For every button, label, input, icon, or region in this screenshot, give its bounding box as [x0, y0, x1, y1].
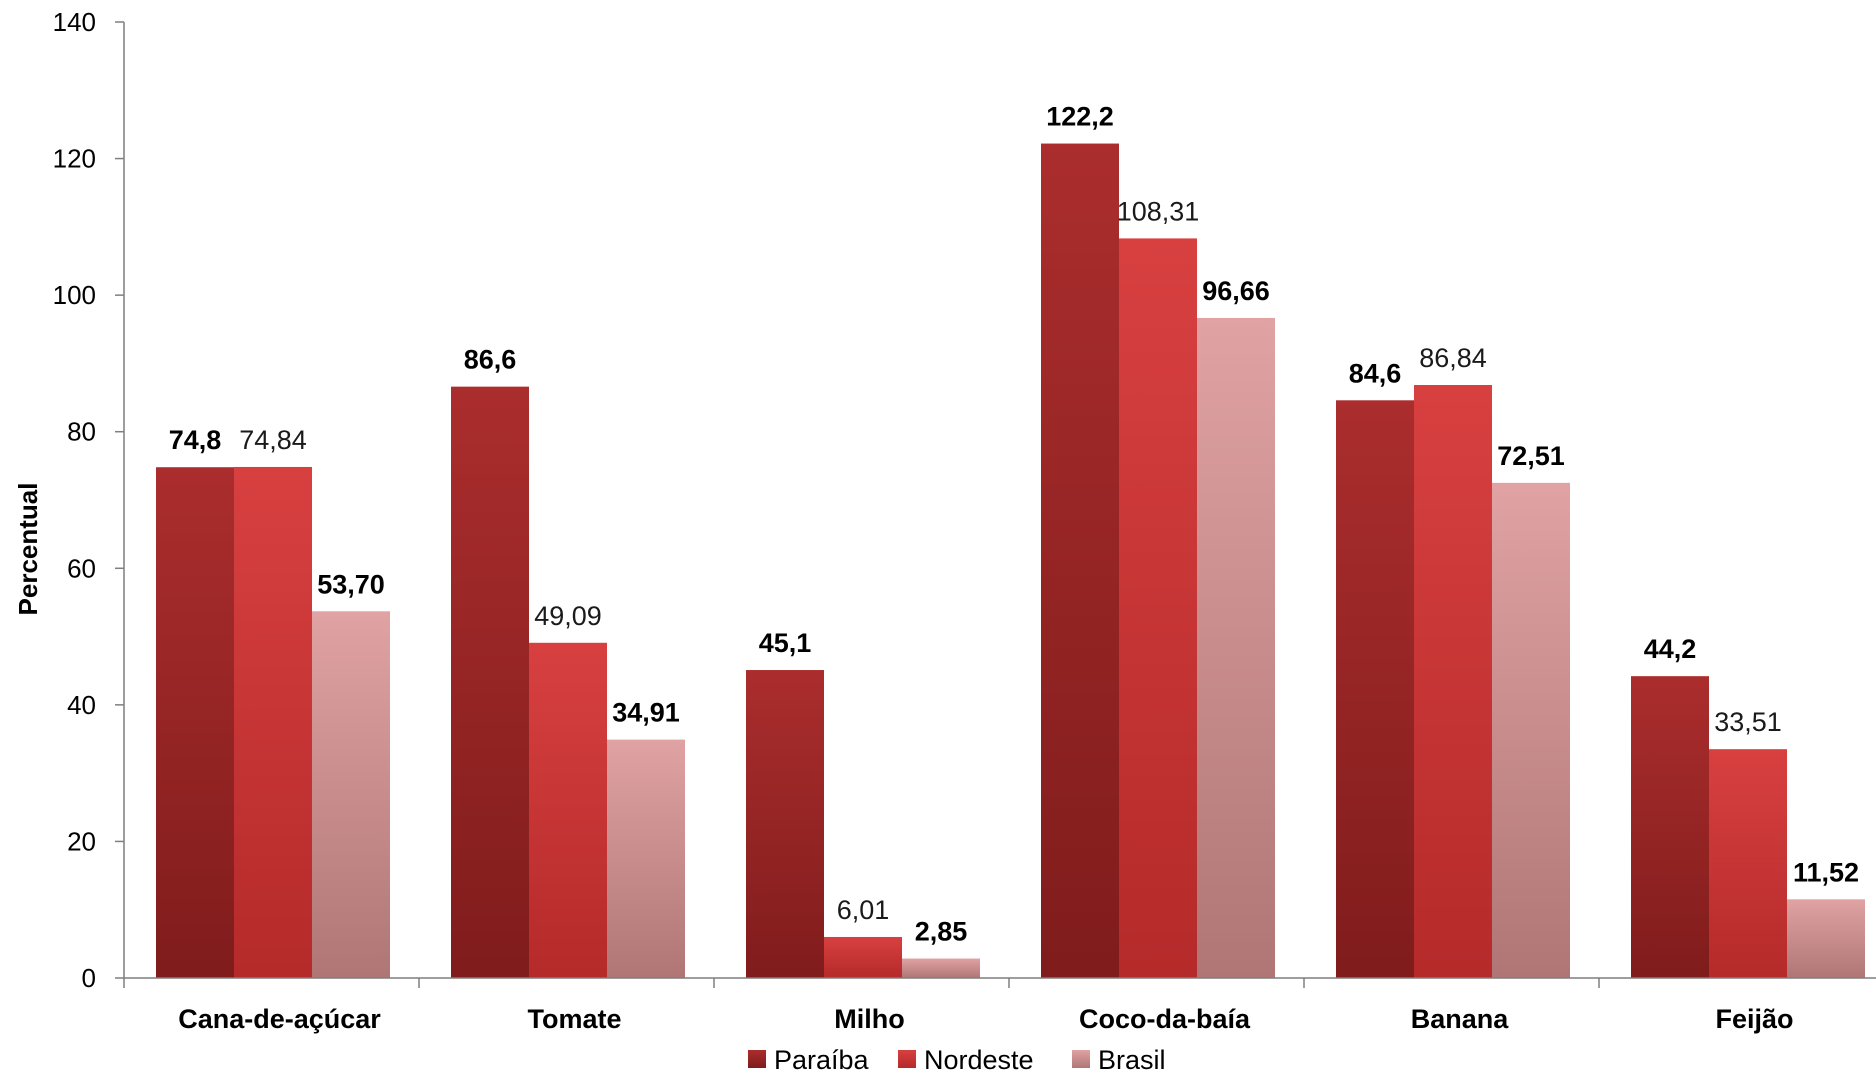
data-label-brasil-5: 72,51 — [1497, 441, 1565, 471]
bar-brasil-4 — [1197, 317, 1275, 978]
data-label-nordeste-4: 108,31 — [1117, 196, 1200, 226]
bar-brasil-2 — [607, 739, 685, 978]
data-label-paraíba-6: 44,2 — [1644, 634, 1697, 664]
data-label-brasil-2: 34,91 — [612, 698, 680, 728]
y-tick-label: 120 — [53, 144, 96, 174]
x-tick-label: Tomate — [527, 1004, 621, 1034]
data-label-paraíba-1: 74,8 — [169, 425, 222, 455]
bar-paraíba-2 — [451, 386, 529, 978]
data-label-nordeste-2: 49,09 — [534, 601, 602, 631]
bar-nordeste-2 — [529, 642, 607, 978]
y-tick-label: 40 — [67, 690, 96, 720]
data-label-nordeste-1: 74,84 — [239, 425, 307, 455]
data-labels-layer: 74,8 74,84 53,70 86,6 49,09 34,91 45,1 6,01 2,85… — [169, 102, 1859, 947]
data-label-brasil-6: 11,52 — [1793, 857, 1859, 887]
legend-label-brasil: Brasil — [1098, 1045, 1166, 1075]
y-axis-title: Percentual — [13, 483, 43, 616]
data-label-nordeste-5: 86,84 — [1419, 343, 1487, 373]
legend-swatch-paraíba — [748, 1050, 766, 1068]
bar-paraíba-1 — [156, 467, 234, 978]
data-label-paraíba-2: 86,6 — [464, 345, 517, 375]
y-tick-label: 0 — [82, 963, 96, 993]
y-tick-label: 100 — [53, 280, 96, 310]
legend-swatch-brasil — [1072, 1050, 1090, 1068]
bar-brasil-6 — [1787, 899, 1865, 978]
data-label-nordeste-3: 6,01 — [837, 895, 890, 925]
x-tick-label: Milho — [834, 1004, 904, 1034]
x-tick-label: Cana-de-açúcar — [178, 1004, 381, 1034]
x-tick-label: Feijão — [1715, 1004, 1793, 1034]
data-label-paraíba-3: 45,1 — [759, 628, 812, 658]
y-tick-label: 20 — [67, 826, 96, 856]
legend-swatch-nordeste — [898, 1050, 916, 1068]
bar-brasil-5 — [1492, 482, 1570, 978]
bar-nordeste-4 — [1119, 238, 1197, 978]
data-label-nordeste-6: 33,51 — [1714, 707, 1782, 737]
data-label-brasil-4: 96,66 — [1202, 276, 1270, 306]
data-label-paraíba-4: 122,2 — [1046, 102, 1114, 132]
y-tick-label: 140 — [53, 7, 96, 37]
bar-nordeste-5 — [1414, 385, 1492, 979]
x-tick-label: Coco-da-baía — [1079, 1004, 1251, 1034]
bar-nordeste-3 — [824, 936, 902, 978]
bars-layer — [156, 143, 1865, 979]
bar-paraíba-6 — [1631, 676, 1709, 978]
bar-brasil-1 — [312, 611, 390, 978]
x-tick-label: Banana — [1411, 1004, 1510, 1034]
data-label-brasil-1: 53,70 — [317, 569, 385, 599]
bar-paraíba-3 — [746, 670, 824, 978]
legend: Paraíba Nordeste Brasil — [748, 1045, 1166, 1075]
bar-nordeste-6 — [1709, 749, 1787, 978]
y-tick-label: 60 — [67, 553, 96, 583]
data-label-brasil-3: 2,85 — [915, 917, 968, 947]
legend-label-paraíba: Paraíba — [774, 1045, 870, 1075]
bar-nordeste-1 — [234, 466, 312, 978]
legend-label-nordeste: Nordeste — [924, 1045, 1034, 1075]
bar-paraíba-5 — [1336, 400, 1414, 978]
bar-brasil-3 — [902, 958, 980, 978]
data-label-paraíba-5: 84,6 — [1349, 358, 1402, 388]
y-tick-label: 80 — [67, 417, 96, 447]
axes-layer: Cana-de-açúcar Tomate Milho Coco-da-baía Ban… — [53, 7, 1876, 1034]
bar-paraíba-4 — [1041, 143, 1119, 978]
